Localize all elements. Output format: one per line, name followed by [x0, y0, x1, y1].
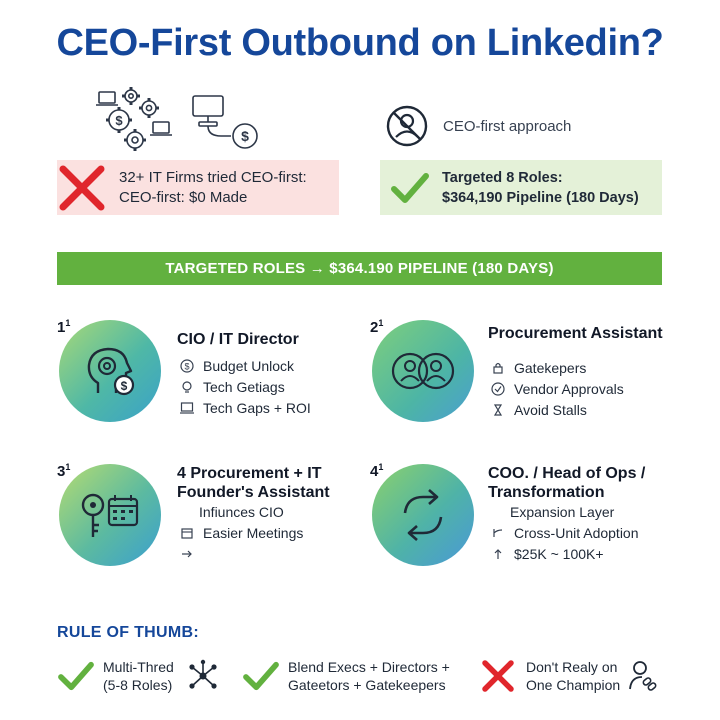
role-title: CIO / IT Director: [177, 331, 299, 348]
cycle-arrows-icon: [403, 489, 443, 541]
role-item: Tech Gaps + ROI: [179, 400, 311, 416]
role-title: Procurement Assistant: [488, 325, 663, 342]
rule-item-multi-thread: Multi-Thred (5-8 Roles): [57, 652, 220, 700]
two-people-icon: [391, 352, 455, 390]
role-item: $ Budget Unlock: [179, 358, 294, 374]
head-gear-dollar-icon: $: [87, 347, 135, 396]
network-nodes-icon: [189, 659, 217, 689]
calendar-icon: [179, 525, 195, 541]
ceo-first-approach-label: CEO-first approach: [443, 117, 572, 135]
rule-of-thumb-title: RULE OF THUMB:: [57, 624, 199, 641]
role-circle: [372, 464, 474, 566]
hourglass-icon: [490, 402, 506, 418]
svg-text:$: $: [241, 128, 249, 144]
role-item: [179, 546, 203, 562]
gears-laptops-payment-icon: $ $: [96, 87, 258, 151]
role-item: Cross-Unit Adoption: [490, 525, 639, 541]
targeted-roles-line1: Targeted 8 Roles:: [442, 169, 563, 186]
laptop-icon: [179, 400, 195, 416]
svg-text:$: $: [121, 379, 128, 393]
ceo-first-result-line1: 32+ IT Firms tried CEO-first:: [119, 168, 307, 186]
role-circle: [372, 320, 474, 422]
role-item: Easier Meetings: [179, 525, 303, 541]
ceo-first-approach: CEO-first approach: [385, 104, 571, 148]
role-card-4: 41 COO. / Head of Ops / Transformation E…: [370, 462, 670, 572]
svg-text:$: $: [115, 113, 123, 128]
targeted-roles-line2: $364,190 Pipeline (180 Days): [442, 189, 639, 206]
role-item: $25K ~ 100K+: [490, 546, 604, 562]
role-title: COO. / Head of Ops / Transformation: [488, 465, 646, 501]
green-check-icon: [391, 172, 429, 203]
role-card-1: 11 $ CIO / IT Director $ Budget Unlock T…: [57, 318, 357, 428]
role-circle: [59, 464, 161, 566]
role-item: Gatekepers: [490, 360, 586, 376]
person-link-icon: [629, 661, 657, 691]
svg-text:$: $: [184, 362, 189, 372]
ceo-first-result-box: 32+ IT Firms tried CEO-first: CEO-first:…: [57, 160, 339, 215]
role-item: Avoid Stalls: [490, 402, 587, 418]
role-item: Infiunces CIO: [199, 504, 284, 520]
role-circle: $: [59, 320, 161, 422]
role-card-3: 31 4 Procurement + IT Founder's Assistan…: [57, 462, 357, 572]
role-number: 31: [57, 462, 71, 480]
no-person-icon: [386, 105, 428, 147]
role-number: 11: [57, 318, 71, 336]
red-x-icon: [59, 165, 105, 210]
ceo-first-result-line2: CEO-first: $0 Made: [119, 188, 248, 206]
check-circle-icon: [490, 381, 506, 397]
pipeline-banner: TARGETED ROLES → $364.190 PIPELINE (180 …: [57, 252, 662, 285]
role-number: 41: [370, 462, 384, 480]
targeted-roles-result-box: Targeted 8 Roles: $364,190 Pipeline (180…: [380, 160, 662, 215]
role-item: Tech Getiags: [179, 379, 285, 395]
red-x-icon: [482, 660, 514, 692]
role-item: Expansion Layer: [510, 504, 615, 520]
arrow-up-icon: [490, 546, 506, 562]
role-item: Vendor Approvals: [490, 381, 624, 397]
rule-item-blend: Blend Execs + Directors + Gateetors + Ga…: [242, 652, 450, 700]
role-number: 21: [370, 318, 384, 336]
dollar-circle-icon: $: [179, 358, 195, 374]
role-card-2: 21 Procurement Assistant Gatekepers Vend…: [370, 318, 670, 428]
key-calendar-icon: [81, 493, 139, 537]
green-check-icon: [243, 661, 279, 691]
branch-icon: [490, 525, 506, 541]
arrow-right-icon: [179, 546, 195, 562]
green-check-icon: [58, 661, 94, 691]
rule-item-one-champion: Don't Realy on One Champion: [480, 652, 658, 700]
page-title: CEO-First Outbound on Linkedin?: [56, 22, 664, 64]
lock-icon: [490, 360, 506, 376]
lightbulb-icon: [179, 379, 195, 395]
role-title: 4 Procurement + IT Founder's Assistant: [177, 465, 330, 501]
